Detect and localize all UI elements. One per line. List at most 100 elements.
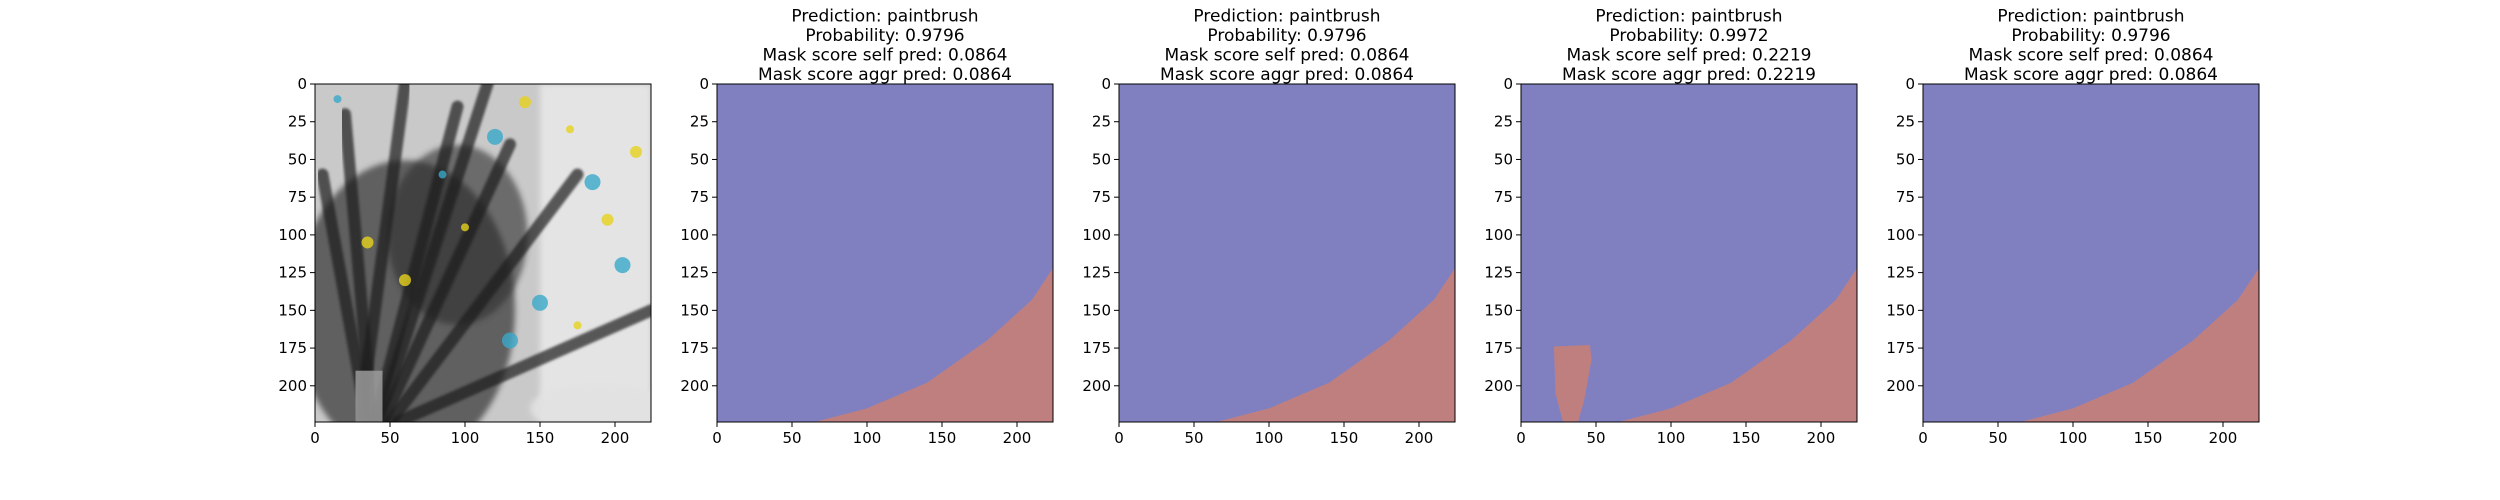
y-tick-label: 175 [1886,339,1915,357]
x-tick-label: 100 [853,429,882,447]
panel-title-line: Probability: 0.9796 [1207,26,1366,46]
y-tick-label: 75 [288,188,307,206]
panel-title-line: Mask score aggr pred: 0.0864 [1964,65,2218,85]
panel-title-line: Probability: 0.9796 [805,26,964,46]
x-tick-label: 200 [2209,429,2238,447]
y-tick-label: 0 [1905,75,1915,93]
y-tick-label: 150 [1886,301,1915,319]
mask-blob-region [1554,345,1592,422]
x-tick-label: 100 [2059,429,2088,447]
panel-5: 0 50 100 150 200 0 25 50 75 100 125 150 175 200 Predic… [1886,7,2260,447]
y-tick-label: 0 [297,75,307,93]
y-tick-label: 100 [1886,226,1915,244]
y-tick-label: 25 [288,113,307,131]
y-tick-label: 200 [1886,377,1915,395]
y-tick-label: 75 [1494,188,1513,206]
x-tick-label: 150 [928,429,957,447]
x-tick-label: 150 [2134,429,2163,447]
x-tick-label: 50 [1184,429,1203,447]
x-tick-label: 100 [1657,429,1686,447]
y-tick-label: 100 [680,226,709,244]
y-tick-label: 75 [690,188,709,206]
panel-title-line: Mask score self pred: 0.2219 [1567,46,1812,66]
x-tick-label: 0 [712,429,722,447]
panel-title-line: Mask score aggr pred: 0.2219 [1562,65,1816,85]
x-tick-label: 200 [1405,429,1434,447]
y-tick-label: 50 [1092,150,1111,168]
paintbrush-photo [315,84,651,422]
axes-frame [314,83,652,423]
y-tick-label: 0 [1101,75,1111,93]
x-tick-label: 0 [1114,429,1124,447]
y-tick-label: 150 [278,301,307,319]
x-tick-label: 50 [1586,429,1605,447]
y-tick-label: 25 [1896,113,1915,131]
panel-title-line: Prediction: paintbrush [1595,7,1782,27]
x-tick-label: 0 [310,429,320,447]
y-tick-label: 25 [1494,113,1513,131]
y-tick-label: 125 [1886,264,1915,282]
y-tick-label: 25 [690,113,709,131]
x-tick-label: 0 [1516,429,1526,447]
mask-foreground-region [1216,268,1455,422]
x-tick-label: 0 [1918,429,1928,447]
panel-title-line: Prediction: paintbrush [791,7,978,27]
y-tick-label: 100 [1484,226,1513,244]
panel-title-line: Mask score self pred: 0.0864 [763,46,1008,66]
axes-frame [1520,83,1858,423]
panel-title-line: Probability: 0.9972 [1609,26,1768,46]
y-tick-label: 175 [1082,339,1111,357]
panel-2: 0 50 100 150 200 0 25 50 75 100 125 150 175 200 Predic… [680,7,1054,447]
plot-area [1119,84,1455,422]
y-tick-label: 125 [1082,264,1111,282]
x-tick-label: 150 [1732,429,1761,447]
x-tick-label: 50 [1988,429,2007,447]
y-tick-label: 25 [1092,113,1111,131]
axes-frame [1118,83,1456,423]
mask-foreground-region [2020,268,2259,422]
y-tick-label: 75 [1896,188,1915,206]
y-tick-label: 50 [288,150,307,168]
y-tick-label: 0 [1503,75,1513,93]
panel-title-line: Mask score aggr pred: 0.0864 [1160,65,1414,85]
x-tick-label: 200 [1807,429,1836,447]
x-tick-label: 100 [1255,429,1284,447]
y-tick-label: 50 [1494,150,1513,168]
x-tick-label: 150 [1330,429,1359,447]
y-tick-label: 150 [1082,301,1111,319]
y-tick-label: 200 [680,377,709,395]
plot-area [717,84,1053,422]
y-tick-label: 200 [278,377,307,395]
x-tick-label: 50 [380,429,399,447]
y-tick-label: 125 [1484,264,1513,282]
y-tick-label: 150 [680,301,709,319]
x-tick-label: 50 [782,429,801,447]
y-tick-label: 125 [680,264,709,282]
plot-area [315,84,651,422]
plot-area [1923,84,2259,422]
x-tick-label: 150 [526,429,555,447]
y-tick-label: 100 [278,226,307,244]
panel-title-line: Mask score self pred: 0.0864 [1969,46,2214,66]
panel-title-line: Mask score aggr pred: 0.0864 [758,65,1012,85]
y-tick-label: 175 [278,339,307,357]
mask-foreground-region [1618,268,1857,422]
y-tick-label: 75 [1092,188,1111,206]
mask-foreground-region [814,268,1053,422]
axes-frame [716,83,1054,423]
y-tick-label: 175 [680,339,709,357]
panel-title-line: Prediction: paintbrush [1997,7,2184,27]
y-tick-label: 50 [1896,150,1915,168]
x-tick-label: 200 [1003,429,1032,447]
panel-3: 0 50 100 150 200 0 25 50 75 100 125 150 175 200 Predic… [1082,7,1456,447]
axes-frame [1922,83,2260,423]
y-tick-label: 125 [278,264,307,282]
y-tick-label: 50 [690,150,709,168]
panel-title-line: Mask score self pred: 0.0864 [1165,46,1410,66]
panel-title-line: Probability: 0.9796 [2011,26,2170,46]
y-tick-label: 200 [1082,377,1111,395]
y-tick-label: 175 [1484,339,1513,357]
plot-area [1521,84,1857,422]
panel-1: 0 50 100 150 200 0 25 50 75 100 125 150 175 200 [278,75,652,447]
